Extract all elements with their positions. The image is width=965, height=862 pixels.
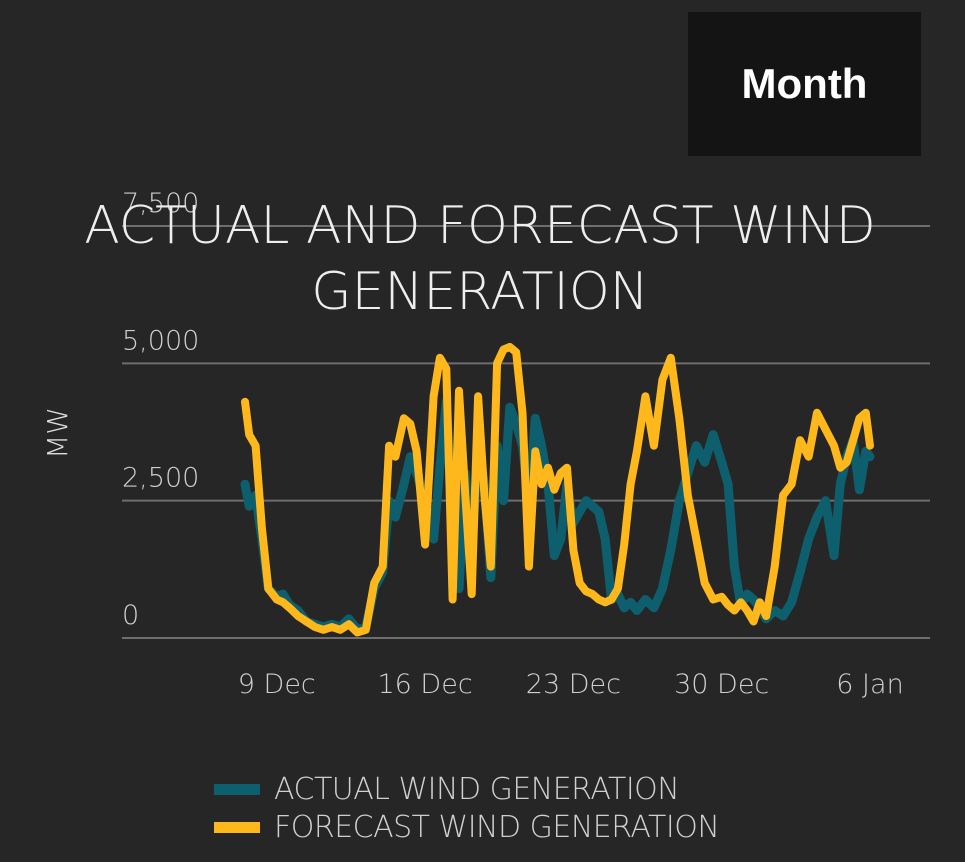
x-tick-label: 6 Jan (836, 669, 903, 700)
legend-swatch (214, 783, 260, 795)
x-tick-label: 23 Dec (526, 669, 621, 700)
chart-title-line-2: GENERATION (311, 262, 648, 322)
legend-label: ACTUAL WIND GENERATION (274, 771, 680, 807)
grid (122, 225, 930, 639)
x-tick-label: 30 Dec (674, 669, 769, 700)
y-tick-label: 7,500 (122, 188, 199, 219)
legend-label: FORECAST WIND GENERATION (274, 809, 720, 845)
legend: ACTUAL WIND GENERATION FORECAST WIND GENE… (214, 770, 720, 846)
y-tick-label: 2,500 (122, 463, 199, 494)
y-axis: 0 2,500 5,000 7,500 (122, 188, 199, 631)
chart-title: ACTUAL AND FORECAST WIND (84, 196, 876, 256)
month-button[interactable]: Month (688, 12, 921, 156)
x-axis: 9 Dec 16 Dec 23 Dec 30 Dec 6 Jan (238, 669, 904, 700)
x-tick-label: 9 Dec (238, 669, 316, 700)
legend-item-forecast[interactable]: FORECAST WIND GENERATION (214, 808, 720, 846)
y-tick-label: 5,000 (122, 325, 199, 356)
series-line-actual (240, 397, 875, 635)
y-tick-label: 0 (122, 600, 139, 631)
y-axis-label: MW (41, 407, 74, 459)
series (240, 342, 875, 637)
legend-swatch (214, 821, 260, 833)
legend-item-actual[interactable]: ACTUAL WIND GENERATION (214, 770, 719, 808)
series-line-forecast (241, 342, 874, 637)
x-tick-label: 16 Dec (377, 669, 472, 700)
